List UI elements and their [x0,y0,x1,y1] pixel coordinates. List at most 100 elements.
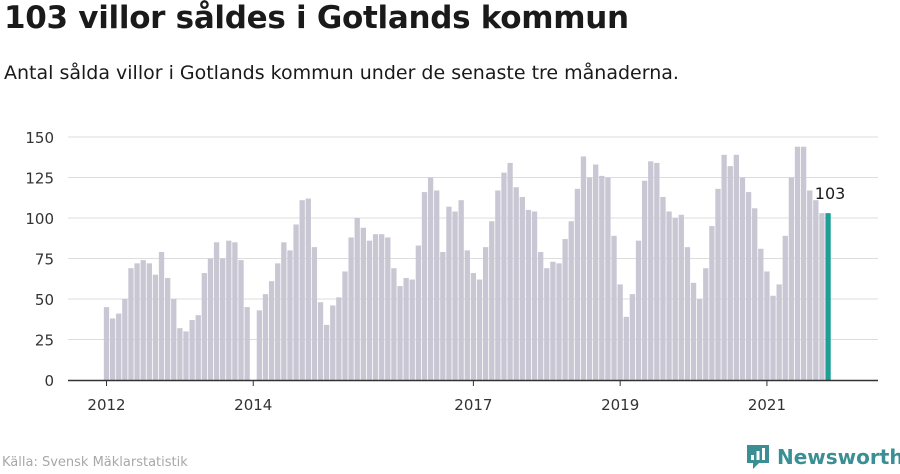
bar [226,240,232,380]
y-tick-label: 100 [25,210,54,228]
bar [538,252,544,380]
bar [800,146,807,380]
bar [220,258,226,380]
bar [348,237,354,380]
y-tick-label: 125 [25,170,54,188]
bar [446,206,452,380]
bar [152,274,159,380]
bar [666,211,672,380]
bar [764,271,770,380]
bar [678,214,684,380]
bar [134,263,140,380]
bar [489,221,495,380]
bar [464,250,470,380]
bar [366,240,373,380]
y-tick-label: 75 [35,251,54,269]
bar [311,247,318,380]
bar [440,252,446,380]
bar [421,192,428,380]
page-title: 103 villor såldes i Gotlands kommun [4,0,629,36]
highlight-value-label: 103 [815,184,846,203]
bar [825,213,831,380]
bar [128,268,134,380]
bar [635,240,642,380]
bar [715,188,721,380]
bar [213,242,220,380]
bar [617,284,623,380]
newsworthy-logo-icon [747,445,769,469]
bar [452,211,458,380]
bar [415,245,422,380]
bar [476,279,483,380]
bar [336,297,342,380]
bar [103,307,110,380]
bar [409,279,415,380]
bar [330,305,336,380]
bar [752,208,758,380]
chart-bars [103,146,831,380]
bar [660,196,666,380]
bar [140,260,146,380]
bar [574,188,581,380]
bar [342,271,348,380]
bar [648,161,654,380]
bar [360,227,366,380]
bar [599,175,605,380]
bar [819,213,825,380]
bar [146,263,152,380]
source-note: Källa: Svensk Mäklarstatistik [2,455,188,470]
bar [544,268,550,380]
bar [684,247,691,380]
bar [244,307,250,380]
bar [495,190,501,380]
bar [562,239,568,380]
bar [758,248,764,380]
bar [458,200,464,380]
bar [232,242,238,380]
bar [293,224,299,380]
bar [268,281,275,380]
bar [501,172,507,380]
bar [807,190,813,380]
y-tick-label: 25 [35,332,54,350]
bar [721,154,727,380]
y-tick-label: 50 [35,291,54,309]
bar [794,146,801,380]
bar [287,250,293,380]
bar [238,260,244,380]
bar [739,177,746,380]
bar [550,261,556,380]
bar [427,177,434,380]
bar [434,190,440,380]
bar [189,320,195,380]
bar [727,166,733,380]
brand-logo[interactable]: Newsworthy [745,442,900,472]
bar [568,221,574,380]
bar [580,156,587,380]
x-tick-label: 2021 [748,396,786,414]
bar [697,299,703,380]
brand-name: Newsworthy [777,445,900,469]
bar [513,187,519,380]
bar [776,284,782,380]
bar [672,218,678,380]
bar [183,331,189,380]
bar [109,318,116,380]
bar [611,235,617,380]
bar [256,310,263,380]
bar [770,295,776,380]
bar [299,200,305,380]
bar [788,177,795,380]
bar [605,177,611,380]
bar [733,154,739,380]
bar [379,234,385,380]
bar [122,299,128,380]
bar [195,315,201,380]
bar [531,211,538,380]
bar [556,263,562,380]
bar [281,242,287,380]
bar [201,273,207,380]
bar [165,277,171,380]
bar [158,252,165,380]
bar [690,282,697,380]
